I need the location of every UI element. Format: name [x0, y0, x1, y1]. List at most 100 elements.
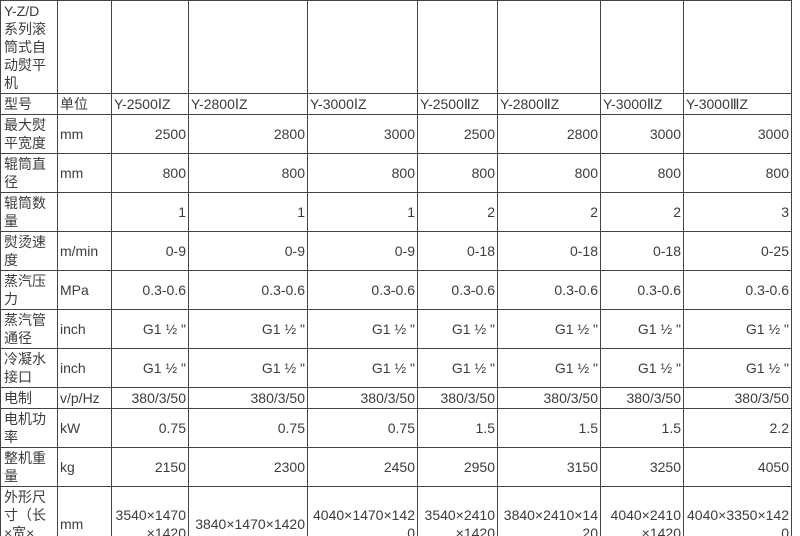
empty-cell: [601, 1, 684, 94]
value-cell: 1: [112, 193, 189, 232]
value-cell: 0.3-0.6: [189, 271, 308, 310]
value-cell: 1: [308, 193, 418, 232]
model-row-label: 型号: [1, 94, 58, 115]
table-row: 电机功率kW0.750.750.751.51.51.52.2: [1, 409, 792, 448]
value-cell: 0-25: [684, 232, 792, 271]
spec-row-label: 电机功率: [1, 409, 58, 448]
value-cell: 2450: [308, 448, 418, 487]
value-cell: 2800: [498, 115, 601, 154]
value-cell: 380/3/50: [308, 388, 418, 409]
model-name-header: Y-2800ⅠZ: [189, 94, 308, 115]
spec-row-label: 外形尺寸（长×宽×高）: [1, 487, 58, 536]
value-cell: G1 ½ ": [498, 310, 601, 349]
empty-cell: [189, 1, 308, 94]
value-cell: G1 ½ ": [601, 349, 684, 388]
value-cell: 2: [601, 193, 684, 232]
value-cell: 0.3-0.6: [112, 271, 189, 310]
value-cell: 3250: [601, 448, 684, 487]
empty-cell: [58, 1, 112, 94]
value-cell: 0-9: [308, 232, 418, 271]
spec-row-label: 熨烫速度: [1, 232, 58, 271]
value-cell: G1 ½ ": [684, 349, 792, 388]
value-cell: G1 ½ ": [418, 310, 498, 349]
value-cell: 3: [684, 193, 792, 232]
value-cell: 0.3-0.6: [418, 271, 498, 310]
value-cell: 1.5: [498, 409, 601, 448]
value-cell: 3840×1470×1420: [189, 487, 308, 536]
unit-cell: mm: [58, 115, 112, 154]
value-cell: 380/3/50: [601, 388, 684, 409]
value-cell: G1 ½ ": [498, 349, 601, 388]
value-cell: 800: [112, 154, 189, 193]
spec-row-label: 整机重量: [1, 448, 58, 487]
table-row: 冷凝水接口inchG1 ½ "G1 ½ "G1 ½ "G1 ½ "G1 ½ "G…: [1, 349, 792, 388]
value-cell: 2: [418, 193, 498, 232]
value-cell: G1 ½ ": [684, 310, 792, 349]
table-row: 辊筒数量1112223: [1, 193, 792, 232]
value-cell: G1 ½ ": [308, 310, 418, 349]
value-cell: 0.3-0.6: [684, 271, 792, 310]
table-row: 蒸汽压力MPa0.3-0.60.3-0.60.3-0.60.3-0.60.3-0…: [1, 271, 792, 310]
value-cell: 2800: [189, 115, 308, 154]
value-cell: G1 ½ ": [189, 310, 308, 349]
value-cell: 0.3-0.6: [308, 271, 418, 310]
spec-row-label: 蒸汽管通径: [1, 310, 58, 349]
value-cell: 4040×3350×1420: [684, 487, 792, 536]
value-cell: 380/3/50: [684, 388, 792, 409]
unit-cell: inch: [58, 310, 112, 349]
value-cell: 3000: [684, 115, 792, 154]
value-cell: 380/3/50: [112, 388, 189, 409]
value-cell: 0-9: [112, 232, 189, 271]
empty-cell: [418, 1, 498, 94]
unit-cell: mm: [58, 154, 112, 193]
spec-row-label: 辊筒直径: [1, 154, 58, 193]
value-cell: G1 ½ ": [189, 349, 308, 388]
table-row: 最大熨平宽度mm2500280030002500280030003000: [1, 115, 792, 154]
model-name-header: Y-3000ⅠZ: [308, 94, 418, 115]
spec-table: Y-Z/D 系列滚筒式自动熨平机 型号 单位 Y-2500ⅠZ Y-2800ⅠZ…: [0, 0, 792, 536]
value-cell: 2.2: [684, 409, 792, 448]
value-cell: G1 ½ ": [418, 349, 498, 388]
spec-row-label: 冷凝水接口: [1, 349, 58, 388]
value-cell: 0.75: [189, 409, 308, 448]
value-cell: 3000: [601, 115, 684, 154]
model-name-header: Y-3000ⅢZ: [684, 94, 792, 115]
product-series-title: Y-Z/D 系列滚筒式自动熨平机: [1, 1, 58, 94]
value-cell: 4050: [684, 448, 792, 487]
value-cell: 2300: [189, 448, 308, 487]
value-cell: 2500: [418, 115, 498, 154]
table-row: 电制v/p/Hz380/3/50380/3/50380/3/50380/3/50…: [1, 388, 792, 409]
value-cell: 0.3-0.6: [601, 271, 684, 310]
spec-row-label: 蒸汽压力: [1, 271, 58, 310]
value-cell: 0-9: [189, 232, 308, 271]
table-header-row: 型号 单位 Y-2500ⅠZ Y-2800ⅠZ Y-3000ⅠZ Y-2500Ⅱ…: [1, 94, 792, 115]
empty-cell: [308, 1, 418, 94]
value-cell: 2: [498, 193, 601, 232]
value-cell: 1: [189, 193, 308, 232]
value-cell: 800: [684, 154, 792, 193]
value-cell: 4040×2410×1420: [601, 487, 684, 536]
value-cell: 800: [601, 154, 684, 193]
model-name-header: Y-3000ⅡZ: [601, 94, 684, 115]
model-name-header: Y-2500ⅠZ: [112, 94, 189, 115]
value-cell: 3840×2410×1420: [498, 487, 601, 536]
value-cell: 3540×2410×1420: [418, 487, 498, 536]
value-cell: 4040×1470×1420: [308, 487, 418, 536]
value-cell: 800: [498, 154, 601, 193]
spec-row-label: 辊筒数量: [1, 193, 58, 232]
value-cell: G1 ½ ": [601, 310, 684, 349]
table-row: Y-Z/D 系列滚筒式自动熨平机: [1, 1, 792, 94]
value-cell: 1.5: [601, 409, 684, 448]
value-cell: 0.75: [308, 409, 418, 448]
value-cell: 3540×1470×1420: [112, 487, 189, 536]
unit-cell: v/p/Hz: [58, 388, 112, 409]
value-cell: 380/3/50: [498, 388, 601, 409]
table-row: 蒸汽管通径inchG1 ½ "G1 ½ "G1 ½ "G1 ½ "G1 ½ "G…: [1, 310, 792, 349]
value-cell: 800: [418, 154, 498, 193]
unit-cell: kg: [58, 448, 112, 487]
empty-cell: [112, 1, 189, 94]
unit-cell: inch: [58, 349, 112, 388]
table-row: 熨烫速度m/min0-90-90-90-180-180-180-25: [1, 232, 792, 271]
value-cell: 380/3/50: [189, 388, 308, 409]
value-cell: 800: [308, 154, 418, 193]
